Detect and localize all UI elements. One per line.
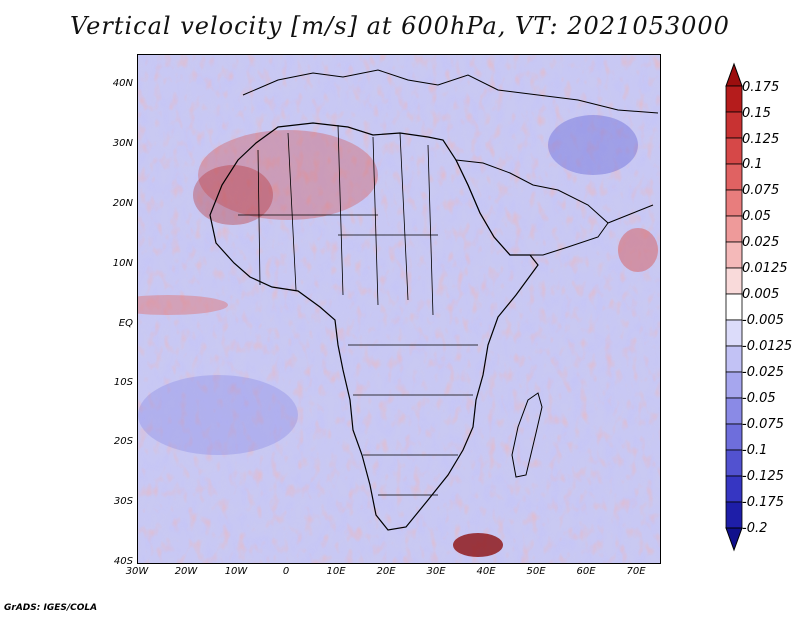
colorbar-swatch: [725, 189, 743, 217]
colorbar-label-7: 0.0125: [742, 261, 788, 276]
lat-label-eq: EQ: [118, 318, 133, 329]
colorbar-swatch: [725, 475, 743, 503]
colorbar-label-1: 0.15: [742, 106, 771, 121]
lat-label-40n: 40N: [112, 78, 133, 89]
sahara-red-patch: [198, 130, 378, 220]
west-sahara-red-patch: [193, 165, 273, 225]
colorbar-label-3: 0.1: [742, 157, 763, 172]
colorbar-label-4: 0.075: [742, 183, 780, 198]
colorbar-label-17: -0.2: [742, 521, 768, 536]
colorbar-top-arrow: [725, 62, 743, 87]
madagascar-coastline: [511, 392, 543, 478]
colorbar-swatch: [725, 163, 743, 191]
lon-label-40e: 40E: [476, 566, 496, 577]
field-texture-red: [138, 55, 660, 563]
lon-label-20w: 20W: [174, 566, 198, 577]
colorbar-label-10: -0.0125: [742, 339, 793, 354]
country-borders: [238, 124, 478, 496]
colorbar-label-16: -0.175: [742, 495, 784, 510]
colorbar-swatch: [725, 397, 743, 425]
colorbar-label-11: -0.025: [742, 365, 784, 380]
colorbar-label-13: -0.075: [742, 417, 784, 432]
lon-label-20e: 20E: [376, 566, 396, 577]
colorbar-swatch: [725, 319, 743, 347]
india-coast: [607, 204, 654, 224]
lon-label-30e: 30E: [426, 566, 446, 577]
colorbar-label-2: 0.125: [742, 132, 780, 147]
colorbar-swatch: [725, 85, 743, 113]
lon-label-10e: 10E: [326, 566, 346, 577]
chart-title: Vertical velocity [m/s] at 600hPa, VT: 2…: [70, 12, 730, 40]
map-plot-area: [137, 54, 661, 564]
colorbar-swatch: [725, 241, 743, 269]
colorbar-swatches: [725, 62, 743, 552]
colorbar-swatch: [725, 293, 743, 321]
map-svg: [138, 55, 660, 563]
lon-label-10w: 10W: [224, 566, 248, 577]
lon-label-50e: 50E: [526, 566, 546, 577]
colorbar-swatch: [725, 449, 743, 477]
colorbar-label-5: 0.05: [742, 209, 771, 224]
lon-label-30w: 30W: [125, 566, 149, 577]
africa-coastline: [209, 122, 539, 531]
lat-label-20n: 20N: [112, 198, 133, 209]
arabian-sea-red-patch: [618, 228, 658, 272]
colorbar-label-0: 0.175: [742, 80, 780, 95]
colorbar-label-9: -0.005: [742, 313, 784, 328]
colorbar-swatch: [725, 423, 743, 451]
colorbar-swatch: [725, 501, 743, 529]
equatorial-atlantic-red-band: [138, 295, 228, 315]
northern-coastline: [242, 69, 659, 114]
colorbar-swatch: [725, 345, 743, 373]
lat-label-20s: 20S: [113, 436, 133, 447]
colorbar-swatch: [725, 111, 743, 139]
lat-label-10s: 10S: [113, 377, 133, 388]
colorbar-label-12: -0.05: [742, 391, 776, 406]
colorbar-label-6: 0.025: [742, 235, 780, 250]
colorbar-bottom-arrow: [725, 527, 743, 552]
arabia-coastline: [455, 159, 609, 256]
south-atlantic-blue-patch: [138, 375, 298, 455]
colorbar-swatch: [725, 267, 743, 295]
lon-label-70e: 70E: [626, 566, 646, 577]
middle-east-blue-patch: [548, 115, 638, 175]
south-indian-red-patch: [453, 533, 503, 557]
colorbar: [725, 62, 743, 552]
lat-label-30n: 30N: [112, 138, 133, 149]
colorbar-swatch: [725, 371, 743, 399]
lat-label-40s: 40S: [113, 556, 133, 567]
lon-label-0: 0: [282, 566, 290, 577]
grads-credit: GrADS: IGES/COLA: [4, 603, 98, 613]
lat-label-30s: 30S: [113, 496, 133, 507]
colorbar-label-14: -0.1: [742, 443, 768, 458]
lon-label-60e: 60E: [576, 566, 596, 577]
lat-label-10n: 10N: [112, 258, 133, 269]
colorbar-label-8: 0.005: [742, 287, 780, 302]
colorbar-label-15: -0.125: [742, 469, 784, 484]
colorbar-swatch: [725, 215, 743, 243]
colorbar-swatch: [725, 137, 743, 165]
